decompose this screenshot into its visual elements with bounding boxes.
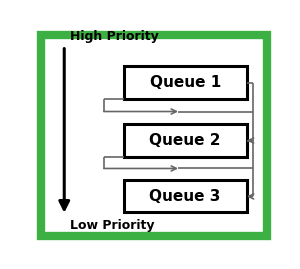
Text: Queue 1: Queue 1	[149, 75, 221, 90]
Text: Queue 2: Queue 2	[149, 133, 221, 148]
Bar	[124, 66, 247, 98]
Text: Queue 3: Queue 3	[149, 189, 221, 204]
Bar	[124, 180, 247, 213]
Text: Low Priority: Low Priority	[70, 219, 154, 232]
Bar	[124, 125, 247, 157]
Text: High Priority: High Priority	[70, 30, 159, 43]
